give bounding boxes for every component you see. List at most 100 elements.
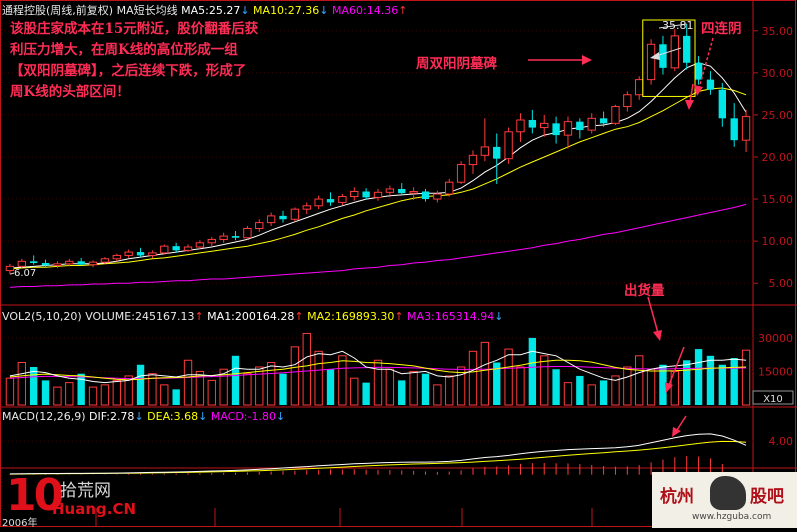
volume-bar-up: [53, 386, 62, 406]
ma60-arrow: ↑: [398, 4, 408, 17]
vol-ma3-label: MA3:165314.94: [407, 310, 495, 323]
candle-body-down: [30, 261, 38, 263]
candle: [587, 113, 596, 134]
candle-body-up: [17, 260, 26, 267]
candle: [528, 109, 537, 134]
candle-body-up: [183, 246, 193, 251]
volume-label: VOLUME:245167.13: [85, 310, 195, 323]
candle-body-up: [266, 215, 276, 224]
candle-body-down: [528, 119, 537, 128]
candle-body-up: [456, 164, 466, 183]
vol-ma1-arrow: ↑: [294, 310, 304, 323]
candle-body-up: [160, 245, 169, 254]
candle-body-up: [195, 242, 205, 248]
candle: [516, 113, 525, 142]
vol-ma3-arrow: ↓: [494, 310, 504, 323]
candle: [172, 242, 180, 253]
candle: [468, 150, 478, 174]
candle-body-down: [231, 236, 240, 238]
candle-body-down: [552, 123, 560, 136]
candle: [373, 188, 383, 201]
dif-arrow: ↓: [134, 410, 144, 423]
pointer-arrowhead: [685, 100, 694, 110]
chart-title: 通程控股(周线,前复权) MA短长均线 MA5:25.27↓ MA10:27.3…: [2, 2, 407, 18]
candle-body-down: [326, 199, 335, 203]
logo-url-text: Huang.CN: [52, 500, 137, 518]
volume-bar-up: [635, 355, 644, 406]
candle-body-up: [433, 193, 442, 200]
analysis-line-3: 【双阳阴墓碑】，之后连续下跌，形成了: [10, 63, 247, 79]
volume-bar-up: [468, 350, 478, 406]
pointer-arrow: [655, 47, 682, 57]
volume-bar-down: [576, 375, 584, 405]
analysis-line-2: 利压力增大，在周K线的高位形成一组: [10, 42, 238, 58]
candle-body-down: [576, 121, 584, 131]
candle: [77, 257, 85, 266]
candle-body-up: [741, 116, 751, 141]
candle: [718, 82, 726, 127]
candle: [694, 56, 703, 85]
ma5-label: MA5:25.27: [181, 4, 241, 17]
scale-box: [752, 390, 794, 405]
candles: [5, 24, 751, 275]
candle: [112, 253, 121, 262]
stock-title: 通程控股(周线,前复权): [2, 4, 114, 17]
candle: [41, 259, 50, 268]
volume-bar-up: [302, 332, 311, 406]
logo-name: 股吧: [750, 487, 784, 507]
volume-bar-down: [77, 373, 85, 405]
candle: [65, 258, 74, 267]
price-tick-label: 30.00: [762, 67, 794, 80]
main-panel: 35.00 30.00 25.00 20.00 15.00 10.00 5.00: [4, 25, 793, 290]
vol-ma1-label: MA1:200164.28: [207, 310, 295, 323]
volume-bar-down: [279, 373, 287, 405]
volume-bar-up: [646, 368, 656, 406]
pointer-arrow: [668, 346, 685, 386]
pointer-arrowhead: [694, 85, 703, 96]
high-price-label: 35.81: [662, 19, 694, 32]
candle-body-down: [659, 44, 667, 68]
pointer-arrowhead: [665, 382, 673, 393]
shipping-volume-label: 出货量: [624, 283, 665, 299]
candle-body-up: [219, 235, 228, 240]
price-tick-label: 35.00: [762, 25, 794, 38]
candle: [409, 187, 418, 200]
candle: [659, 35, 667, 75]
volume-bar-up: [611, 375, 620, 406]
macd-tick-label: 4.00: [769, 435, 794, 448]
logo-url: www.hzguba.com: [692, 512, 772, 522]
volume-bar-up: [195, 370, 205, 406]
candle-body-up: [646, 43, 656, 81]
candle-body-down: [77, 261, 85, 265]
candle: [302, 202, 311, 215]
candle-body-up: [338, 196, 347, 203]
volume-bar-down: [326, 369, 335, 405]
candle: [398, 183, 406, 196]
candle: [5, 263, 15, 275]
candle-body-up: [563, 121, 573, 136]
candle: [445, 178, 454, 197]
dif-line: [9, 433, 747, 475]
pointer-arrow: [689, 83, 694, 103]
vol-ma2-line: [9, 359, 747, 381]
volume-bar-down: [398, 380, 406, 405]
volume-bar-up: [516, 366, 525, 406]
volume-bar-up: [100, 384, 110, 406]
candle-body-up: [480, 146, 490, 156]
candle-body-up: [540, 122, 549, 129]
candle-body-up: [255, 222, 264, 230]
candle: [385, 185, 395, 198]
volume-bar-up: [563, 382, 573, 406]
candle-body-down: [683, 35, 691, 63]
volume-bar-up: [88, 386, 98, 406]
volume-bar-down: [528, 337, 537, 405]
site-logo-left: 10 拾荒网 Huang.CN: [2, 470, 152, 528]
candle: [552, 116, 560, 144]
candle-body-up: [207, 238, 216, 244]
candle-body-up: [243, 228, 252, 239]
volume-bar-up: [290, 346, 300, 406]
price-tick-label: 20.00: [762, 151, 794, 164]
candle-body-up: [504, 131, 513, 160]
high-marker-line: [658, 23, 687, 29]
